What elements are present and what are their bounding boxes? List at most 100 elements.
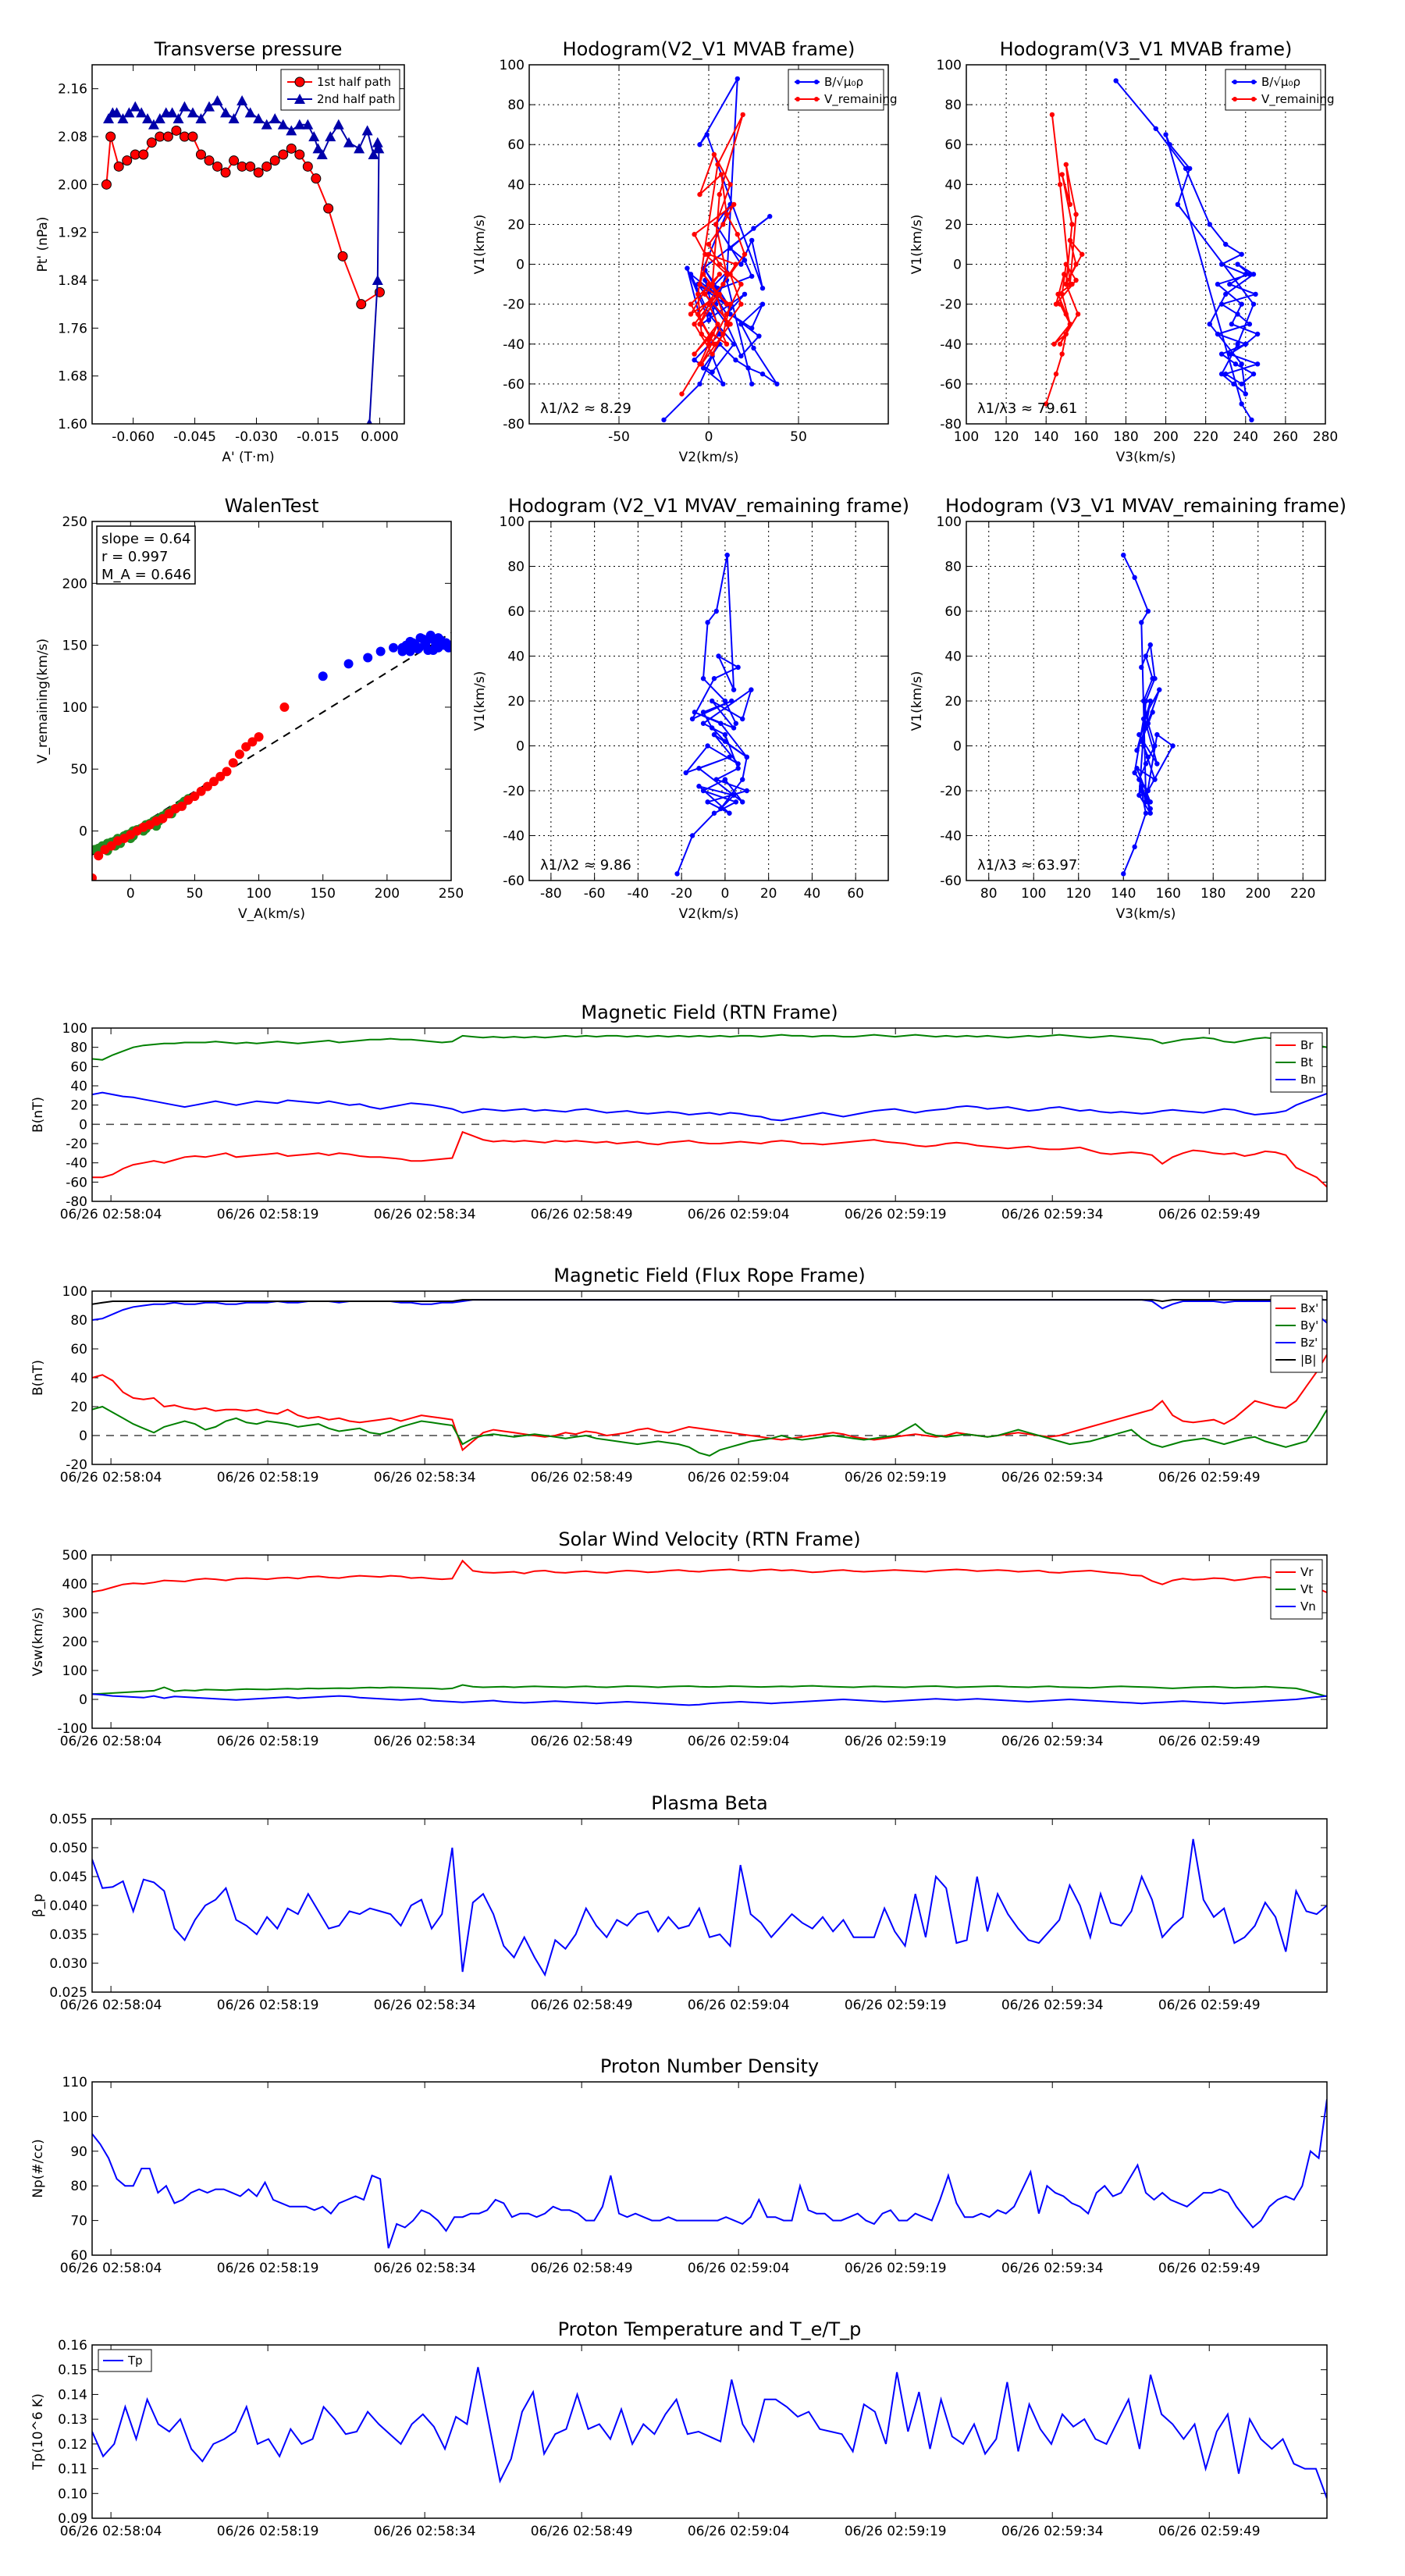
- x-tick-label: 06/26 02:59:04: [688, 1998, 790, 2013]
- data-point: [1067, 237, 1073, 244]
- legend-marker: [1232, 80, 1237, 84]
- data-point: [164, 809, 174, 819]
- y-tick-label: 0.12: [58, 2437, 87, 2453]
- data-point: [722, 738, 728, 744]
- y-tick-label: -40: [503, 337, 525, 353]
- data-point: [722, 731, 728, 738]
- y-tick-label: 40: [507, 177, 525, 193]
- data-point: [148, 119, 159, 130]
- x-tick-label: 06/26 02:58:34: [374, 1207, 476, 1222]
- data-point: [717, 272, 722, 277]
- data-point: [253, 167, 264, 178]
- y-tick-label: 100: [500, 58, 525, 73]
- data-point: [356, 299, 367, 310]
- y-tick-label: 2.08: [58, 130, 87, 145]
- data-point: [337, 251, 348, 262]
- data-point: [1051, 341, 1057, 347]
- data-point: [727, 322, 733, 327]
- series-line-br: [92, 1130, 1327, 1188]
- data-point: [103, 113, 115, 123]
- data-point: [220, 107, 232, 118]
- series-line-v-remaining: [1045, 114, 1083, 404]
- y-tick-label: 60: [70, 1059, 87, 1075]
- chart-beta: Plasma Beta 0.025 0.030 0.035 0.040 0.045 0.05…: [30, 1792, 1328, 2013]
- y-tick-label: 80: [507, 560, 525, 575]
- legend-label: Bn: [1300, 1073, 1316, 1087]
- data-point: [722, 777, 728, 782]
- data-point: [1140, 743, 1147, 749]
- x-tick-label: 06/26 02:59:49: [1158, 1998, 1261, 2013]
- y-tick-label: 2.00: [58, 177, 87, 193]
- stats-box: [96, 525, 196, 585]
- data-point: [222, 767, 232, 777]
- x-tick-label: 0: [720, 886, 729, 902]
- data-point: [212, 95, 223, 105]
- chart-title: Magnetic Field (Flux Rope Frame): [553, 1265, 865, 1286]
- x-tick-label: 06/26 02:59:34: [1001, 2524, 1104, 2539]
- data-point: [195, 113, 207, 123]
- data-point: [130, 101, 141, 112]
- y-tick-label: 1.92: [58, 226, 87, 241]
- y-tick-label: -80: [66, 1194, 87, 1210]
- y-tick-label: -60: [940, 377, 962, 393]
- x-tick-label: 260: [1273, 429, 1298, 445]
- data-point: [695, 311, 701, 317]
- series-line-vt: [92, 1684, 1327, 1698]
- legend-marker: [1251, 97, 1256, 101]
- data-point: [212, 161, 223, 172]
- data-point: [674, 871, 680, 877]
- data-point: [343, 137, 354, 148]
- data-point: [688, 311, 694, 317]
- data-point: [1067, 281, 1073, 287]
- data-point: [733, 358, 738, 363]
- legend: [788, 69, 884, 111]
- data-point: [1239, 251, 1244, 257]
- x-tick-label: 06/26 02:59:49: [1158, 1734, 1261, 1749]
- data-point: [679, 391, 685, 397]
- data-point: [751, 226, 756, 231]
- y-tick-label: 0.040: [49, 1898, 87, 1914]
- plot-area: [92, 2099, 1327, 2249]
- y-tick-label: 80: [944, 560, 962, 575]
- data-point: [154, 113, 165, 123]
- data-point: [1253, 291, 1258, 297]
- series-line-bn: [92, 1091, 1327, 1122]
- y-tick-label: 0.14: [58, 2387, 87, 2403]
- data-point: [1167, 142, 1172, 148]
- y-tick-label: 0.045: [49, 1870, 87, 1885]
- y-tick-label: -20: [503, 297, 525, 313]
- data-point: [689, 716, 695, 722]
- y-tick-label: 0: [516, 739, 525, 755]
- y-tick-label: -20: [503, 784, 525, 799]
- data-point: [1143, 799, 1149, 805]
- data-point: [1121, 871, 1126, 877]
- data-point: [146, 137, 157, 148]
- legend-label: Tp: [127, 2354, 143, 2368]
- y-tick-label: 100: [62, 2109, 87, 2125]
- data-point: [756, 333, 762, 339]
- y-axis-label: V1(km/s): [909, 671, 925, 731]
- x-tick-label: 06/26 02:59:34: [1001, 1470, 1104, 1485]
- y-tick-label: 0.10: [58, 2486, 87, 2502]
- x-tick-label: 06/26 02:58:04: [60, 1998, 162, 2013]
- data-point: [105, 131, 116, 142]
- x-tick-label: 40: [804, 886, 821, 902]
- data-point: [389, 642, 399, 653]
- y-tick-label: -40: [503, 829, 525, 845]
- data-point: [247, 737, 258, 747]
- chart-hodo4: Hodogram (V3_V1 MVAV_remaining frame) -60…: [909, 495, 1346, 922]
- data-point: [372, 137, 383, 148]
- y-tick-label: 1.84: [58, 273, 87, 289]
- data-point: [1223, 241, 1229, 247]
- x-tick-label: 06/26 02:59:49: [1158, 2261, 1261, 2276]
- y-tick-label: 20: [507, 217, 525, 233]
- data-point: [1254, 331, 1261, 337]
- y-axis-label: V1(km/s): [472, 671, 488, 731]
- data-point: [1232, 361, 1239, 367]
- data-point: [368, 149, 379, 159]
- y-tick-label: 60: [507, 604, 525, 620]
- data-point: [1157, 687, 1162, 692]
- data-point: [720, 222, 726, 227]
- x-tick-label: 06/26 02:58:04: [60, 2524, 162, 2539]
- chart-np: Proton Number Density 60 70 80 90 100 110 06/26…: [30, 2055, 1328, 2276]
